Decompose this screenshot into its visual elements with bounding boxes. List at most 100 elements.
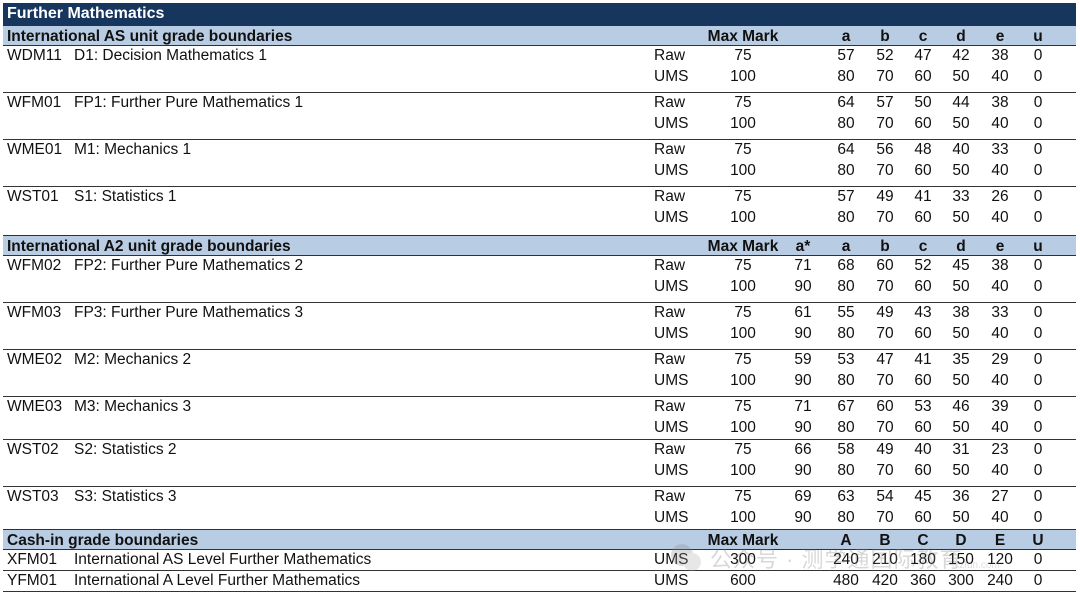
unit-code: WME02 (7, 351, 63, 368)
grade-header: e (995, 238, 1005, 255)
grade-boundary-value: 70 (876, 325, 894, 342)
max-mark: 100 (730, 115, 756, 132)
grade-boundary-value: 59 (794, 351, 812, 368)
grade-boundary-value: 60 (914, 68, 932, 85)
grade-boundary-value: 40 (952, 141, 970, 158)
grade-boundary-value: 70 (876, 115, 894, 132)
max-mark: 100 (730, 278, 756, 295)
grade-boundary-value: 67 (837, 398, 855, 415)
grade-boundary-value: 40 (991, 372, 1009, 389)
grade-boundary-value: 47 (876, 351, 894, 368)
mark-type: UMS (654, 325, 689, 342)
row-divider (3, 349, 1076, 350)
grade-boundary-value: 60 (914, 278, 932, 295)
grade-header: e (995, 28, 1005, 45)
unit-code: WST02 (7, 441, 59, 458)
grade-boundary-value: 38 (952, 304, 970, 321)
grade-boundary-value: 41 (914, 188, 932, 205)
row-divider (3, 439, 1076, 440)
grade-boundary-value: 46 (952, 398, 970, 415)
grade-boundary-value: 80 (837, 278, 855, 295)
grade-boundary-value: 57 (837, 188, 855, 205)
grade-boundary-value: 60 (876, 257, 894, 274)
grade-header: c (918, 238, 928, 255)
grade-boundary-value: 70 (876, 68, 894, 85)
row-divider (3, 570, 1076, 571)
row-divider (3, 139, 1076, 140)
grade-boundary-value: 31 (952, 441, 970, 458)
grade-boundary-value: 0 (1033, 162, 1043, 179)
grade-boundary-value: 60 (914, 162, 932, 179)
grade-boundary-value: 60 (914, 115, 932, 132)
max-mark: 100 (730, 209, 756, 226)
grade-boundary-value: 33 (952, 188, 970, 205)
grade-boundary-value: 70 (876, 278, 894, 295)
grade-boundary-value: 44 (952, 94, 970, 111)
grade-boundary-value: 80 (837, 68, 855, 85)
grade-boundary-value: 40 (991, 419, 1009, 436)
grade-boundary-value: 27 (991, 488, 1009, 505)
grade-boundary-value: 49 (876, 188, 894, 205)
max-mark: 75 (734, 488, 752, 505)
row-divider (3, 591, 1076, 592)
grade-boundary-value: 66 (794, 441, 812, 458)
grade-boundary-value: 0 (1033, 351, 1043, 368)
grade-boundary-value: 41 (914, 351, 932, 368)
grade-boundary-value: 0 (1033, 398, 1043, 415)
grade-boundary-value: 60 (914, 462, 932, 479)
grade-boundary-value: 69 (794, 488, 812, 505)
max-mark: 75 (734, 141, 752, 158)
mark-type: UMS (654, 162, 689, 179)
unit-row-group: WST02 S2: Statistics 2 Raw 75 66 58 49 40 31 23 0 U… (3, 440, 1076, 487)
mark-type: UMS (654, 509, 689, 526)
grade-boundary-value: 26 (991, 188, 1009, 205)
grade-boundary-value: 80 (837, 209, 855, 226)
unit-name: S3: Statistics 3 (74, 488, 177, 505)
section-heading: International AS unit grade boundaries (7, 28, 293, 45)
max-mark: 75 (734, 441, 752, 458)
grade-boundary-value: 0 (1033, 572, 1043, 589)
grade-header: d (956, 238, 966, 255)
grade-boundary-value: 71 (794, 257, 812, 274)
row-divider (3, 186, 1076, 187)
grade-boundary-value: 50 (952, 115, 970, 132)
grade-boundary-value: 47 (914, 47, 932, 64)
max-mark-header: Max Mark (707, 28, 779, 45)
grade-boundary-value: 53 (914, 398, 932, 415)
grade-boundary-value: 480 (833, 572, 859, 589)
grade-boundary-value: 33 (991, 141, 1009, 158)
grade-boundary-value: 120 (987, 551, 1013, 568)
grade-boundary-value: 40 (991, 162, 1009, 179)
max-mark: 100 (730, 162, 756, 179)
grade-boundary-value: 57 (837, 47, 855, 64)
grade-boundary-value: 80 (837, 372, 855, 389)
grade-boundary-value: 56 (876, 141, 894, 158)
grade-boundary-value: 54 (876, 488, 894, 505)
grade-boundary-value: 420 (872, 572, 898, 589)
grade-boundary-value: 52 (914, 257, 932, 274)
grade-boundary-value: 240 (987, 572, 1013, 589)
mark-type: Raw (654, 141, 686, 158)
grade-boundary-value: 50 (952, 419, 970, 436)
mark-type: Raw (654, 488, 686, 505)
grade-header: A (840, 532, 852, 549)
grade-boundary-value: 40 (991, 278, 1009, 295)
grade-header: u (1033, 28, 1043, 45)
grade-boundary-value: 33 (991, 304, 1009, 321)
unit-code: WST03 (7, 488, 59, 505)
max-mark: 100 (730, 462, 756, 479)
unit-code: WME01 (7, 141, 63, 158)
grade-boundary-value: 0 (1033, 325, 1043, 342)
grade-boundary-value: 300 (948, 572, 974, 589)
section-heading: International A2 unit grade boundaries (7, 238, 291, 255)
unit-code: WST01 (7, 188, 59, 205)
mark-type: Raw (654, 351, 686, 368)
grade-header: b (880, 28, 890, 45)
grade-boundary-value: 64 (837, 141, 855, 158)
max-mark: 75 (734, 351, 752, 368)
unit-row-group: WFM03 FP3: Further Pure Mathematics 3 Raw 7… (3, 303, 1076, 350)
grade-boundary-value: 58 (837, 441, 855, 458)
grade-boundary-value: 50 (952, 278, 970, 295)
grade-header: a* (795, 238, 811, 255)
grade-boundary-value: 60 (914, 372, 932, 389)
